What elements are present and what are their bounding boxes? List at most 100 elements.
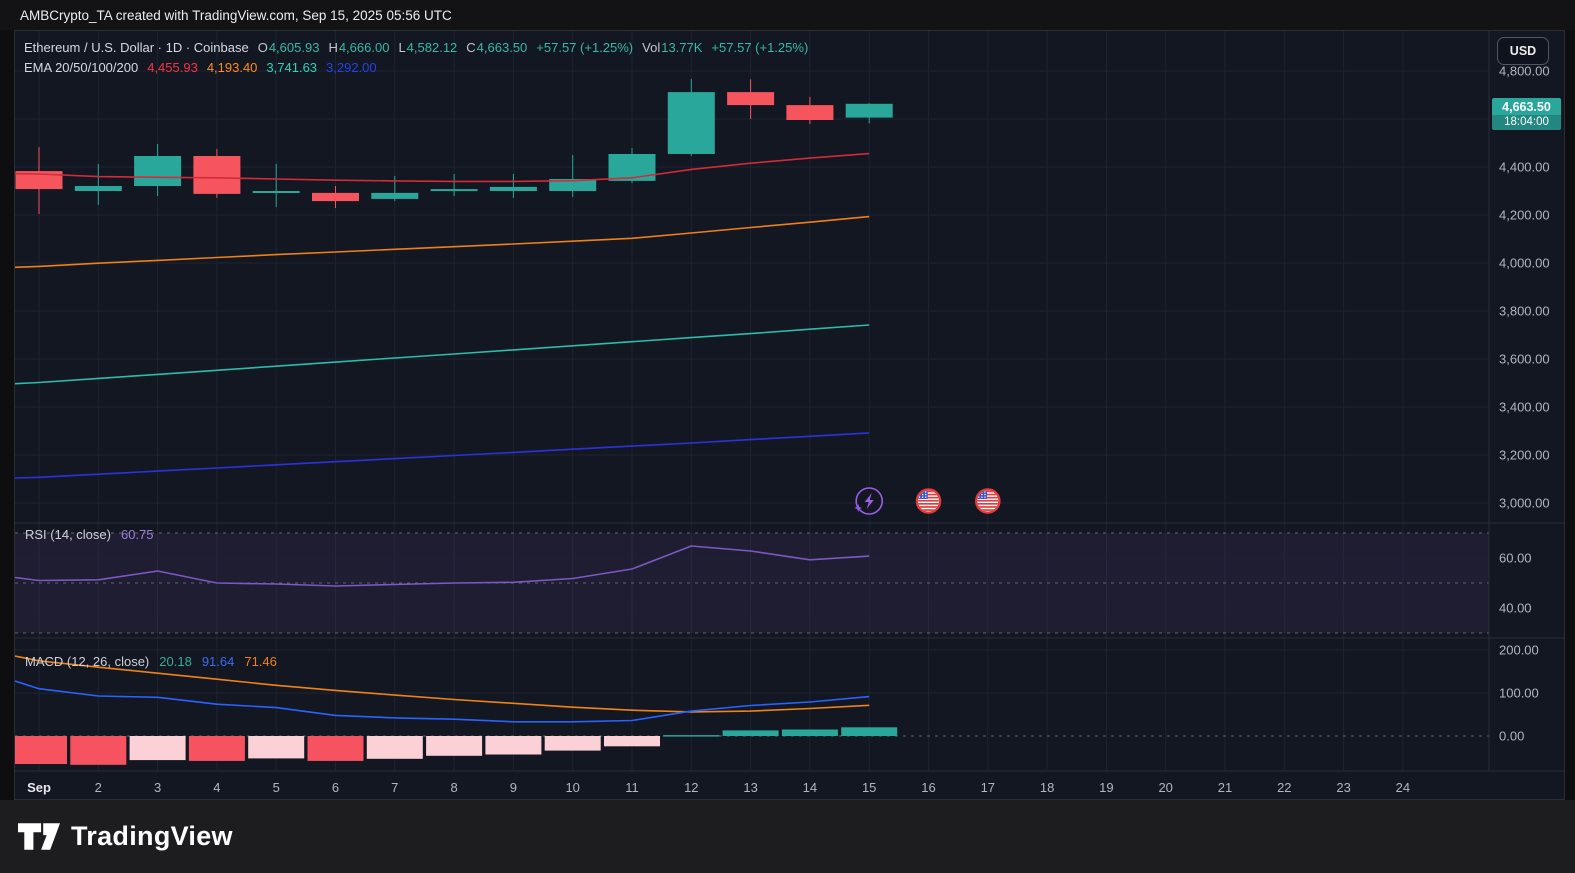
time-axis-label: 2 [95,780,102,795]
event-icon-us-flag[interactable] [915,488,942,514]
candle-body [845,103,893,118]
macd-line [15,680,870,723]
time-axis-label: Sep [27,780,51,795]
bar-countdown: 18:04:00 [1492,115,1561,130]
macd-axis-label: 200.00 [1499,643,1539,658]
macd-hist-value: 20.18 [159,654,192,669]
ohlc-open: O 4,605.93 [257,40,320,55]
ohlc-high: H 4,666.00 [328,40,390,55]
macd-axis-label: 0.00 [1499,729,1524,744]
price-axis-label: 4,000.00 [1499,256,1550,271]
time-axis-label: 14 [803,780,817,795]
ema100-value: 3,741.63 [266,60,318,75]
attribution-header: AMBCrypto_TA created with TradingView.co… [0,0,1575,30]
time-axis-label: 22 [1277,780,1291,795]
chart-widget: 4,800.00 4,400.00 4,200.00 4,000.00 3,800.00… [14,30,1565,800]
macd-histogram-bar [663,735,720,737]
price-axis-label: 3,200.00 [1499,448,1550,463]
macd-histogram-bar [248,736,305,759]
time-axis-label: 15 [862,780,876,795]
time-axis-label: 13 [743,780,757,795]
footer-bar: TradingView [0,800,1575,873]
candle-body [74,186,122,191]
ema20-value: 4,455.93 [147,60,198,75]
time-axis-label: 10 [565,780,579,795]
time-axis-label: 24 [1396,780,1410,795]
candle-body [727,92,775,106]
macd-histogram-bar [485,736,542,755]
macd-histogram-bar [15,736,67,764]
candle-body [193,156,241,194]
price-axis-label: 3,800.00 [1499,304,1550,319]
currency-toggle-button[interactable]: USD [1497,37,1549,65]
candle-body [15,171,63,190]
ema-label[interactable]: EMA 20/50/100/200 [24,60,139,75]
macd-histogram-bar [129,736,186,761]
time-axis-label: 9 [510,780,517,795]
candle-body [608,154,656,181]
price-change: +57.57 (+1.25%) [536,40,634,55]
ema20-line [15,152,870,183]
ema-legend: EMA 20/50/100/200 4,455.93 4,193.40 3,74… [24,60,377,75]
price-axis-label: 4,200.00 [1499,208,1550,223]
time-axis-label: 5 [273,780,280,795]
macd-label[interactable]: MACD (12, 26, close) [25,654,150,669]
macd-histogram-bar [604,736,660,747]
macd-histogram-bar [188,736,245,761]
candle-body [312,192,359,202]
time-axis-label: 17 [981,780,995,795]
symbol-legend: Ethereum / U.S. Dollar · 1D · Coinbase O… [24,40,808,55]
macd-histogram-bar [841,727,898,736]
rsi-legend: RSI (14, close) 60.75 [25,527,154,542]
volume: Vol 13.77K [642,40,703,55]
chart-canvas[interactable]: 4,800.00 4,400.00 4,200.00 4,000.00 3,800.00… [15,31,1564,799]
last-price-value: 4,663.50 [1502,100,1551,114]
macd-signal-value: 71.46 [244,654,277,669]
rsi-value: 60.75 [120,527,154,542]
time-axis-label: 7 [391,780,398,795]
time-axis-label: 12 [684,780,698,795]
candle-body [489,186,537,191]
candle-body [667,92,715,154]
attribution-text: AMBCrypto_TA created with TradingView.co… [20,7,452,23]
rsi-label[interactable]: RSI (14, close) [25,527,111,542]
macd-signal-line [15,655,870,713]
event-icon-us-flag[interactable] [974,488,1001,514]
time-axis-label: 23 [1336,780,1350,795]
rsi-axis-label: 40.00 [1499,601,1532,616]
macd-histogram-bar [426,736,483,756]
ema50-value: 4,193.40 [206,60,258,75]
macd-histogram-bar [781,729,838,736]
ema200-value: 3,292.00 [326,60,377,75]
candle-body [549,179,597,191]
event-icon-lightning[interactable] [854,487,884,515]
last-price-badge[interactable]: 4,663.50 18:04:00 [1492,98,1561,130]
time-axis-label: 19 [1099,780,1113,795]
price-axis-label: 4,800.00 [1499,64,1550,79]
time-axis-label: 21 [1218,780,1232,795]
ohlc-low: L 4,582.12 [398,40,458,55]
price-axis-label: 3,600.00 [1499,352,1550,367]
ema100-line [15,324,870,385]
volume-change: +57.57 (+1.25%) [711,40,809,55]
macd-histogram-bar [722,730,779,736]
ema50-line [15,215,870,269]
time-axis-label: 8 [450,780,457,795]
macd-legend: MACD (12, 26, close) 20.18 91.64 71.46 [25,654,277,669]
tradingview-wordmark[interactable]: TradingView [71,821,233,851]
tradingview-logo-icon[interactable] [18,823,60,850]
time-axis-label: 18 [1040,780,1054,795]
symbol-title[interactable]: Ethereum / U.S. Dollar · 1D · Coinbase [24,40,249,55]
time-axis-label: 20 [1158,780,1172,795]
price-axis-label: 3,000.00 [1499,496,1550,511]
ohlc-close: C 4,663.50 [466,40,528,55]
rsi-line [15,545,870,587]
macd-axis-label: 100.00 [1499,686,1539,701]
rsi-axis-label: 60.00 [1499,551,1532,566]
macd-histogram-bar [544,736,601,751]
candle-body [134,156,182,186]
ema200-line [15,432,870,479]
time-axis-label: 11 [625,780,639,795]
macd-line-value: 91.64 [201,654,235,669]
candle-body [252,191,300,193]
